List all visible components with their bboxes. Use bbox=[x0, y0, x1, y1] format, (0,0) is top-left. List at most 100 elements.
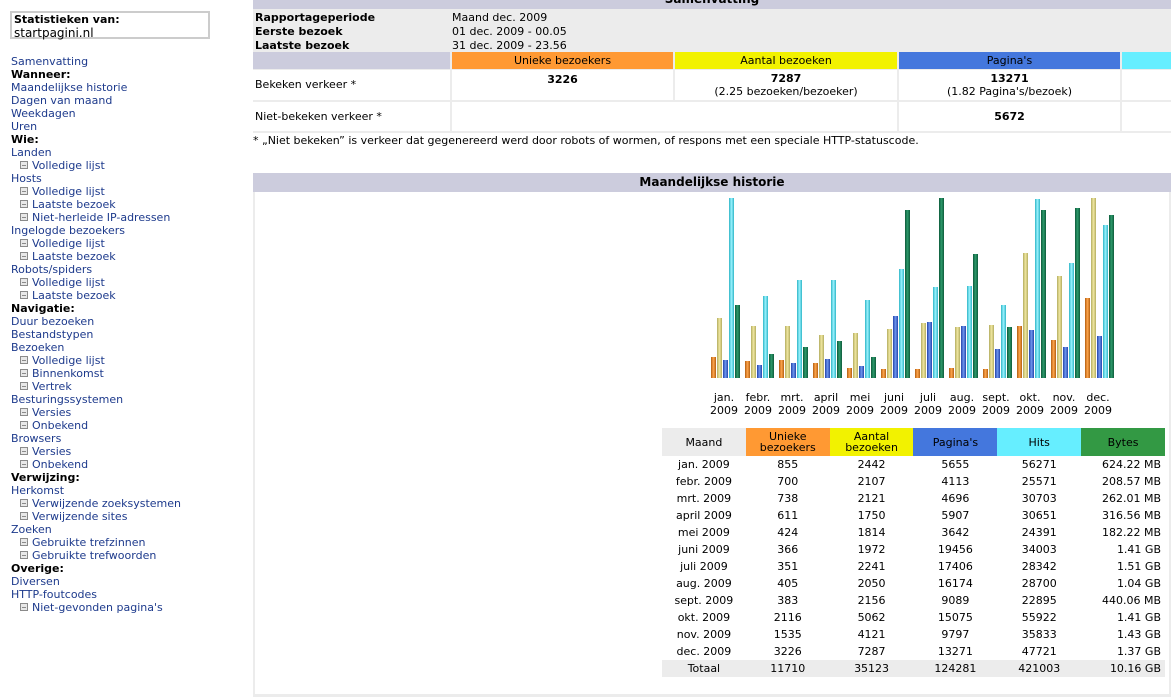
menu-label: Uren bbox=[11, 120, 38, 133]
x-tick-label-line: 2009 bbox=[744, 404, 772, 417]
menu-item-volledige-lijst[interactable]: Volledige lijst bbox=[11, 237, 231, 250]
cell-month: dec. 2009 bbox=[676, 645, 732, 658]
cell-unique: 366 bbox=[777, 543, 799, 556]
menu-item-zoeken[interactable]: Zoeken bbox=[11, 523, 231, 536]
bar-visits-4 bbox=[853, 333, 858, 378]
menu-item-uren[interactable]: Uren bbox=[11, 120, 231, 133]
bar-visits-2 bbox=[785, 326, 790, 378]
menu-label: Gebruikte trefzinnen bbox=[32, 536, 146, 549]
menu-label: Gebruikte trefwoorden bbox=[32, 549, 157, 562]
menu-item-binnenkomst[interactable]: Binnenkomst bbox=[11, 367, 231, 380]
menu-label: Landen bbox=[11, 146, 52, 159]
cell-bytes: 262.01 MB bbox=[1101, 492, 1161, 505]
bar-unique-1 bbox=[745, 361, 750, 378]
bar-unique-11 bbox=[1085, 298, 1090, 378]
site-name: startpagini.nl bbox=[14, 26, 94, 40]
cell-pages: 3642 bbox=[941, 526, 970, 539]
cell-bytes: 1.43 GB bbox=[1116, 628, 1161, 641]
menu-item-niet-herleide-ip-adressen[interactable]: Niet-herleide IP-adressen bbox=[11, 211, 231, 224]
subitem-icon bbox=[20, 499, 28, 507]
x-tick-label-line: 2009 bbox=[1050, 404, 1078, 417]
cell-pages: 4113 bbox=[941, 475, 970, 488]
menu-item-samenvatting[interactable]: Samenvatting bbox=[11, 55, 231, 68]
total-pages: 124281 bbox=[913, 660, 998, 677]
menu-item-versies[interactable]: Versies bbox=[11, 406, 231, 419]
main-content: Samenvatting Rapportageperiode Maand dec.… bbox=[253, 0, 1171, 698]
site-label: Statistieken van: bbox=[14, 13, 120, 26]
period-label: Rapportageperiode bbox=[255, 11, 376, 24]
menu-item-robots-spiders[interactable]: Robots/spiders bbox=[11, 263, 231, 276]
bar-hits-4 bbox=[865, 300, 870, 378]
menu-item-onbekend[interactable]: Onbekend bbox=[11, 458, 231, 471]
cell-visits: 4121 bbox=[857, 628, 886, 641]
menu-item-gebruikte-trefwoorden[interactable]: Gebruikte trefwoorden bbox=[11, 549, 231, 562]
x-tick-label: juli 2009 bbox=[911, 391, 945, 417]
subitem-icon bbox=[20, 356, 28, 364]
cell-hits: 47721 bbox=[1021, 645, 1057, 658]
bar-hits-3 bbox=[831, 280, 836, 378]
cell-hits: 30651 bbox=[1021, 509, 1057, 522]
table-row: jan. 2009 855 2442 5655 56271 624.22 MB bbox=[662, 456, 1165, 473]
menu-item-http-foutcodes[interactable]: HTTP-foutcodes bbox=[11, 588, 231, 601]
subitem-icon bbox=[20, 512, 28, 520]
menu-label: Verwijzende zoeksystemen bbox=[32, 497, 181, 510]
menu-item-volledige-lijst[interactable]: Volledige lijst bbox=[11, 185, 231, 198]
menu-item-volledige-lijst[interactable]: Volledige lijst bbox=[11, 354, 231, 367]
monthly-history-panel: Maandelijkse historie jan. 2009 febr. 2009 m… bbox=[253, 173, 1171, 697]
menu-item-vertrek[interactable]: Vertrek bbox=[11, 380, 231, 393]
x-tick-label: aug. 2009 bbox=[945, 391, 979, 417]
x-tick-label: nov. 2009 bbox=[1047, 391, 1081, 417]
menu-item-besturingssystemen[interactable]: Besturingssystemen bbox=[11, 393, 231, 406]
menu-item-versies[interactable]: Versies bbox=[11, 445, 231, 458]
bar-unique-7 bbox=[949, 368, 954, 378]
x-tick-label-line: dec. bbox=[1086, 391, 1110, 404]
viewed-pages-value: 13271 bbox=[990, 72, 1029, 85]
bar-bytes-0 bbox=[735, 305, 740, 378]
table-total-row: Totaal 11710 35123 124281 421003 10.16 G… bbox=[662, 660, 1165, 677]
menu-item-laatste-bezoek[interactable]: Laatste bezoek bbox=[11, 250, 231, 263]
first-visit-row: Eerste bezoek 01 dec. 2009 - 00.05 bbox=[255, 25, 567, 38]
cell-bytes: 1.41 GB bbox=[1116, 611, 1161, 624]
notviewed-hits-partial bbox=[1122, 102, 1171, 131]
menu-item-landen[interactable]: Landen bbox=[11, 146, 231, 159]
menu-item-diversen[interactable]: Diversen bbox=[11, 575, 231, 588]
menu-item-laatste-bezoek[interactable]: Laatste bezoek bbox=[11, 198, 231, 211]
menu-item-verwijzende-sites[interactable]: Verwijzende sites bbox=[11, 510, 231, 523]
menu-item-duur-bezoeken[interactable]: Duur bezoeken bbox=[11, 315, 231, 328]
menu-item-herkomst[interactable]: Herkomst bbox=[11, 484, 231, 497]
menu-label: Wanneer: bbox=[11, 68, 71, 81]
cell-unique: 424 bbox=[777, 526, 799, 539]
menu-item-volledige-lijst[interactable]: Volledige lijst bbox=[11, 159, 231, 172]
cell-month: sept. 2009 bbox=[674, 594, 734, 607]
menu-label: Ingelogde bezoekers bbox=[11, 224, 126, 237]
notviewed-pages-value: 5672 bbox=[899, 102, 1120, 131]
cell-month: jan. 2009 bbox=[678, 458, 730, 471]
cell-bytes: 1.04 GB bbox=[1116, 577, 1161, 590]
th-hits: Hits bbox=[997, 428, 1082, 456]
menu-item-maandelijkse-historie[interactable]: Maandelijkse historie bbox=[11, 81, 231, 94]
cell-visits: 2442 bbox=[857, 458, 886, 471]
menu-item-gebruikte-trefzinnen[interactable]: Gebruikte trefzinnen bbox=[11, 536, 231, 549]
menu-item-weekdagen[interactable]: Weekdagen bbox=[11, 107, 231, 120]
menu-item-bezoeken[interactable]: Bezoeken bbox=[11, 341, 231, 354]
total-label: Totaal bbox=[662, 660, 746, 677]
menu-item-onbekend[interactable]: Onbekend bbox=[11, 419, 231, 432]
menu-item-bestandstypen[interactable]: Bestandstypen bbox=[11, 328, 231, 341]
menu-item-niet-gevonden-pagina-s[interactable]: Niet-gevonden pagina's bbox=[11, 601, 231, 614]
bar-hits-2 bbox=[797, 280, 802, 378]
cell-month: mei 2009 bbox=[677, 526, 730, 539]
x-tick-label-line: 2009 bbox=[812, 404, 840, 417]
menu-item-hosts[interactable]: Hosts bbox=[11, 172, 231, 185]
cell-visits: 1750 bbox=[857, 509, 886, 522]
cell-month: nov. 2009 bbox=[676, 628, 732, 641]
th-month: Maand bbox=[662, 428, 746, 456]
menu-item-laatste-bezoek[interactable]: Laatste bezoek bbox=[11, 289, 231, 302]
menu-item-browsers[interactable]: Browsers bbox=[11, 432, 231, 445]
menu-item-volledige-lijst[interactable]: Volledige lijst bbox=[11, 276, 231, 289]
menu-item-verwijzende-zoeksystemen[interactable]: Verwijzende zoeksystemen bbox=[11, 497, 231, 510]
x-tick-label-line: 2009 bbox=[778, 404, 806, 417]
menu-item-ingelogde-bezoekers[interactable]: Ingelogde bezoekers bbox=[11, 224, 231, 237]
subitem-icon bbox=[20, 161, 28, 169]
viewed-traffic-label: Bekeken verkeer * bbox=[253, 70, 450, 100]
menu-item-dagen-van-maand[interactable]: Dagen van maand bbox=[11, 94, 231, 107]
